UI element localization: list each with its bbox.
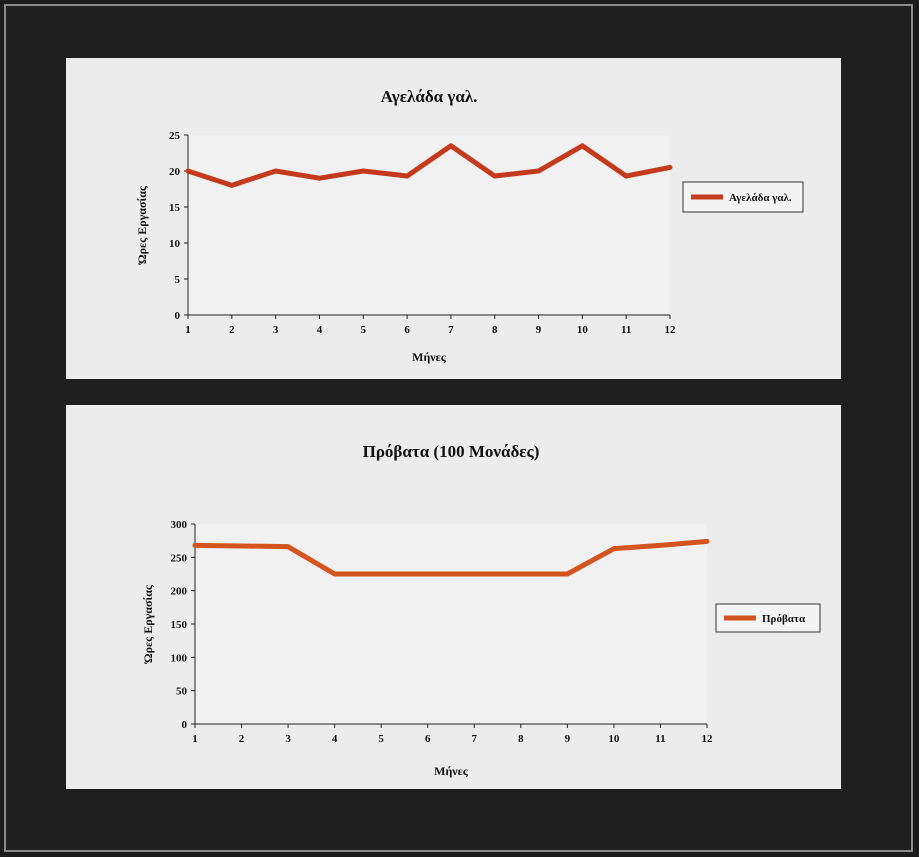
chart2-data-point (379, 572, 383, 576)
chart2-data-point (658, 543, 662, 547)
chart1-data-point (405, 174, 409, 178)
chart1-x-tick-label: 2 (229, 324, 235, 336)
chart1-x-tick-label: 10 (577, 324, 589, 336)
chart1-plot-area (188, 135, 670, 315)
chart2-plot-area (195, 524, 707, 724)
chart2-data-point (472, 572, 476, 576)
chart2-x-tick-label: 2 (239, 733, 245, 745)
chart1-data-point (580, 144, 584, 148)
chart1-y-tick-label: 5 (175, 274, 181, 286)
chart1-data-point (186, 169, 190, 173)
chart2-y-tick-label: 50 (176, 686, 188, 698)
chart1-y-label: Ώρες Εργασίας (135, 185, 149, 265)
chart2-x-tick-label: 3 (285, 733, 291, 745)
chart2-data-point (333, 572, 337, 576)
chart2-x-tick-label: 1 (192, 733, 198, 745)
chart1-data-point (361, 169, 365, 173)
chart2-data-point (193, 543, 197, 547)
chart2-x-tick-label: 4 (332, 733, 338, 745)
chart2-y-tick-label: 300 (171, 519, 188, 531)
chart1-x-tick-label: 3 (273, 324, 279, 336)
chart2-data-point (426, 572, 430, 576)
chart2-x-tick-label: 7 (472, 733, 478, 745)
chart2-y-tick-label: 100 (171, 652, 188, 664)
chart2-legend-label: Πρόβατα (762, 613, 806, 625)
chart1-x-tick-label: 6 (404, 324, 410, 336)
chart2-data-point (286, 545, 290, 549)
chart2-data-point (565, 572, 569, 576)
chart2-x-tick-label: 12 (702, 733, 714, 745)
chart1-y-tick-label: 10 (169, 238, 181, 250)
chart1-y-tick-label: 0 (175, 310, 181, 322)
chart1-x-tick-label: 8 (492, 324, 498, 336)
chart2-x-tick-label: 11 (655, 733, 665, 745)
chart2-data-point (705, 539, 709, 543)
chart1-y-tick-label: 25 (169, 130, 181, 142)
chart1-data-point (449, 144, 453, 148)
chart-panel-cows: Αγελάδα γαλ. 0 5 10 15 20 25 1 2 3 4 5 6 7 8 9 10 11 12 Μήν… (66, 58, 841, 379)
chart2-x-tick-label: 10 (608, 733, 620, 745)
chart2-data-point (612, 547, 616, 551)
chart2-title: Πρόβατα (100 Μονάδες) (363, 442, 540, 461)
chart2-series-line (192, 538, 710, 577)
chart1-x-tick-label: 1 (185, 324, 191, 336)
chart1-title: Αγελάδα γαλ. (381, 87, 478, 106)
chart1-x-tick-label: 7 (448, 324, 454, 336)
chart1-x-tick-label: 5 (361, 324, 367, 336)
chart2-data-point (519, 572, 523, 576)
chart2-data-point (240, 544, 244, 548)
chart1-data-point (317, 176, 321, 180)
chart1-x-tick-label: 9 (536, 324, 542, 336)
chart1-x-label: Μήνες (412, 350, 447, 364)
chart1-data-point (274, 169, 278, 173)
chart1-y-tick-label: 15 (169, 202, 181, 214)
chart2-x-tick-label: 6 (425, 733, 431, 745)
chart1-data-point (230, 183, 234, 187)
chart1-data-point (624, 174, 628, 178)
chart2-y-label: Ώρες Εργασίας (141, 584, 155, 664)
chart1-series-line (185, 143, 673, 188)
chart1-data-point (537, 169, 541, 173)
chart-panel-sheep: Πρόβατα (100 Μονάδες) 0 50 100 150 200 250 300 1… (66, 405, 841, 789)
chart2-y-tick-label: 0 (182, 719, 188, 731)
chart2-y-tick-label: 250 (171, 552, 188, 564)
chart1-y-tick-label: 20 (169, 166, 181, 178)
chart2-y-tick-label: 200 (171, 586, 188, 598)
chart2-x-tick-label: 5 (378, 733, 384, 745)
chart2-x-tick-label: 8 (518, 733, 524, 745)
chart2-x-label: Μήνες (434, 764, 469, 778)
chart1-x-tick-label: 11 (621, 324, 631, 336)
chart1-data-point (668, 165, 672, 169)
chart1-x-tick-label: 12 (665, 324, 677, 336)
chart2-y-tick-label: 150 (171, 619, 188, 631)
chart-sheep: Πρόβατα (100 Μονάδες) 0 50 100 150 200 250 300 1… (141, 442, 821, 778)
chart2-x-tick-label: 9 (565, 733, 571, 745)
chart1-legend-label: Αγελάδα γαλ. (729, 192, 792, 204)
chart1-x-tick-label: 4 (317, 324, 323, 336)
chart1-data-point (493, 174, 497, 178)
